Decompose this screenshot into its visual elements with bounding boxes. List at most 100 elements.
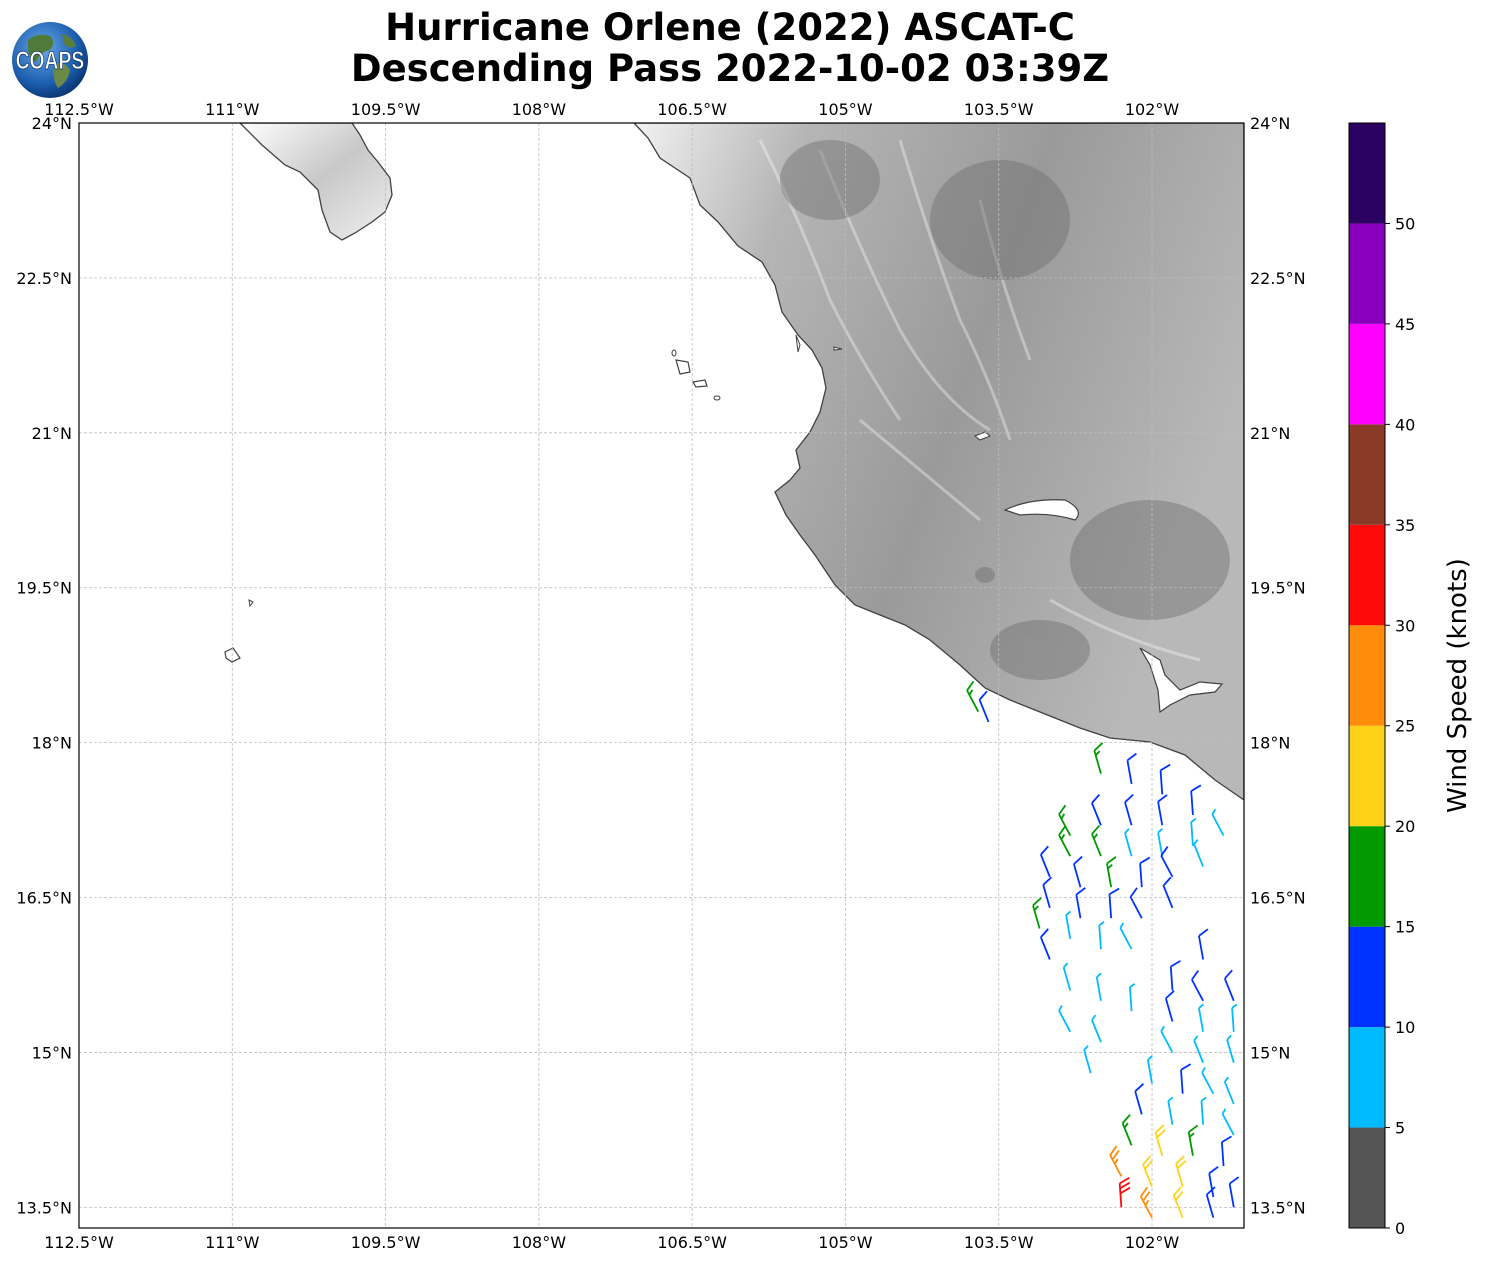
wind-speed-colorbar: 0 5 10 15 20 25 30 35 40 45 50 bbox=[1348, 122, 1415, 1238]
wind-barb bbox=[1157, 794, 1168, 826]
lon-tick-label-bottom: 103.5°W bbox=[964, 1233, 1034, 1252]
lon-tick-label-bottom: 109.5°W bbox=[351, 1233, 421, 1252]
coastal-island bbox=[795, 334, 801, 353]
wind-barb bbox=[1208, 1165, 1219, 1198]
wind-barb bbox=[1095, 972, 1102, 1001]
wind-barb bbox=[1223, 969, 1235, 1002]
lon-tick-label-bottom: 112.5°W bbox=[44, 1233, 114, 1252]
map-title-line1: Hurricane Orlene (2022) ASCAT-C bbox=[385, 6, 1075, 49]
colorbar-bin bbox=[1349, 223, 1385, 324]
lat-tick-label-right: 18°N bbox=[1250, 734, 1290, 753]
wind-barb bbox=[1134, 1083, 1145, 1115]
wind-barb bbox=[1139, 1186, 1153, 1219]
wind-barb bbox=[1073, 855, 1083, 888]
colorbar-tick-label: 40 bbox=[1395, 415, 1415, 434]
lat-tick-label-right: 22.5°N bbox=[1250, 269, 1306, 288]
wind-barb bbox=[1211, 808, 1225, 836]
terrain-shading bbox=[758, 139, 1201, 662]
wind-barb bbox=[1032, 897, 1042, 929]
wind-barb bbox=[1200, 1096, 1207, 1125]
colorbar-tick-label: 30 bbox=[1395, 616, 1415, 635]
colorbar-bin bbox=[1349, 826, 1385, 927]
colorbar-bin bbox=[1349, 323, 1385, 425]
wind-barb bbox=[1139, 856, 1151, 888]
wind-barb bbox=[1169, 960, 1181, 991]
colorbar-tick-label: 0 bbox=[1395, 1219, 1405, 1238]
wind-barb bbox=[1093, 742, 1104, 774]
colorbar-bin bbox=[1349, 725, 1385, 827]
wind-barb bbox=[1129, 983, 1136, 1012]
lon-tick-label-top: 112.5°W bbox=[44, 100, 114, 119]
lake-chapala bbox=[1003, 499, 1079, 521]
wind-barb bbox=[1106, 856, 1117, 888]
colorbar-bin bbox=[1349, 1127, 1385, 1228]
wind-barb bbox=[1098, 921, 1105, 950]
wind-barb bbox=[1198, 928, 1209, 960]
colorbar-frame bbox=[1348, 122, 1386, 1229]
lon-tick-label-top: 106.5°W bbox=[657, 100, 727, 119]
wind-barb bbox=[1083, 1045, 1092, 1074]
lon-tick-label-top: 103.5°W bbox=[964, 100, 1034, 119]
wind-barb bbox=[1124, 793, 1134, 826]
wind-barb bbox=[1201, 1067, 1215, 1095]
colorbar-tick-label: 15 bbox=[1395, 918, 1415, 937]
colorbar-tick-label: 25 bbox=[1395, 717, 1415, 736]
map-frame bbox=[78, 122, 1245, 1229]
wind-barb bbox=[1108, 887, 1120, 919]
wind-barb bbox=[1198, 1003, 1205, 1032]
colorbar-bin bbox=[1349, 123, 1385, 224]
wind-barb bbox=[1129, 887, 1143, 919]
wind-barb bbox=[1162, 876, 1174, 909]
lat-tick-label-left: 15°N bbox=[32, 1043, 72, 1062]
lat-tick-label-right: 24°N bbox=[1250, 114, 1290, 133]
wind-barb bbox=[1142, 1155, 1153, 1188]
wind-barb bbox=[1228, 1176, 1240, 1208]
wind-barb bbox=[1065, 910, 1072, 939]
wind-barb bbox=[1221, 1108, 1235, 1136]
wind-barb bbox=[1205, 1186, 1216, 1218]
map-content bbox=[79, 123, 1244, 1228]
wind-barb bbox=[1058, 804, 1072, 836]
wind-barb bbox=[1193, 839, 1204, 867]
wind-barb bbox=[1154, 1124, 1166, 1156]
wind-barb bbox=[1146, 1055, 1153, 1084]
lon-tick-label-top: 108°W bbox=[512, 100, 567, 119]
wind-barb bbox=[1121, 1114, 1133, 1146]
wind-barb bbox=[1160, 1025, 1174, 1053]
lon-tick-label-bottom: 102°W bbox=[1125, 1233, 1180, 1252]
colorbar-tick-label: 45 bbox=[1395, 315, 1415, 334]
wind-barb bbox=[1062, 962, 1072, 991]
colorbar-bin bbox=[1349, 926, 1385, 1028]
lat-tick-label-left: 19.5°N bbox=[16, 579, 72, 598]
wind-barb bbox=[1040, 928, 1051, 960]
wind-barb bbox=[1042, 876, 1053, 909]
islas-marias bbox=[675, 359, 691, 375]
colorbar-bin bbox=[1349, 625, 1385, 726]
lat-tick-label-left: 18°N bbox=[32, 734, 72, 753]
lon-tick-label-bottom: 106.5°W bbox=[657, 1233, 727, 1252]
colorbar-tick-label: 50 bbox=[1395, 214, 1415, 233]
baja-california-land bbox=[239, 123, 393, 241]
colorbar-bin bbox=[1349, 1027, 1385, 1128]
colorbar-tick-label: 5 bbox=[1395, 1119, 1405, 1138]
colorbar-tick-label: 20 bbox=[1395, 817, 1415, 836]
lon-tick-label-bottom: 105°W bbox=[818, 1233, 873, 1252]
colorbar-label: Wind Speed (knots) bbox=[1443, 558, 1473, 813]
wind-barb bbox=[1164, 990, 1175, 1022]
wind-barb bbox=[1231, 1003, 1238, 1032]
lat-tick-label-left: 24°N bbox=[32, 114, 72, 133]
wind-barb bbox=[1160, 846, 1174, 878]
axis-tick-labels: 112.5°W 112.5°W 111°W 111°W 109.5°W 109.5°W 10… bbox=[16, 100, 1305, 1252]
wind-barb bbox=[1167, 1096, 1174, 1125]
map-title-line2: Descending Pass 2022-10-02 03:39Z bbox=[350, 47, 1110, 90]
revillagigedo-island-2 bbox=[248, 599, 254, 608]
wind-barb bbox=[1191, 969, 1204, 1002]
lat-tick-label-right: 19.5°N bbox=[1250, 579, 1306, 598]
colorbar-bin bbox=[1349, 524, 1385, 626]
island-small-1 bbox=[692, 379, 708, 388]
lon-tick-label-bottom: 111°W bbox=[205, 1233, 260, 1252]
lon-tick-label-top: 111°W bbox=[205, 100, 260, 119]
lon-tick-label-top: 109.5°W bbox=[351, 100, 421, 119]
wind-barb bbox=[1190, 784, 1202, 815]
wind-barb bbox=[1226, 1034, 1235, 1064]
